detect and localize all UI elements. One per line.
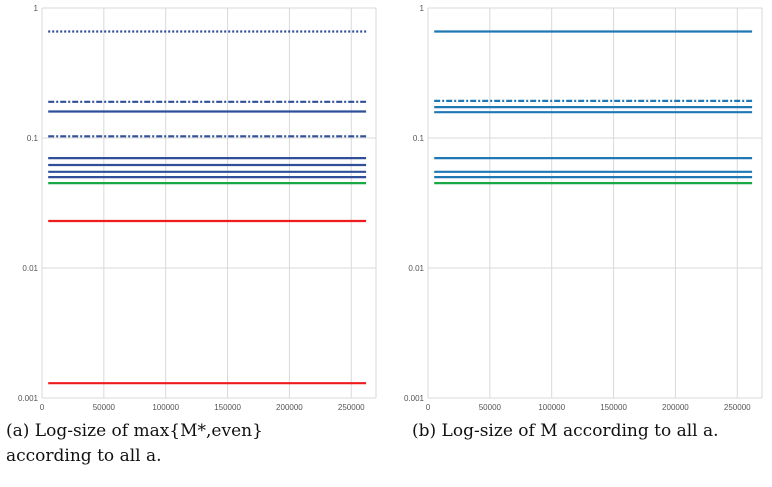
x-tick-label: 100000 bbox=[152, 403, 179, 412]
y-tick-label: 1 bbox=[420, 4, 425, 13]
y-tick-label: 0.01 bbox=[22, 264, 38, 273]
chart-a: 0 50000 100000 150000 200000 250000 0.001 0.01 0… bbox=[18, 4, 377, 412]
caption-a-text: (a) Log-size of max{M*,even} according t… bbox=[6, 421, 263, 466]
y-tick-label: 0.001 bbox=[404, 394, 425, 403]
x-tick-label: 100000 bbox=[538, 403, 565, 412]
x-tick-label: 50000 bbox=[93, 403, 116, 412]
y-tick-label: 0.1 bbox=[413, 134, 425, 143]
x-tick-label: 150000 bbox=[600, 403, 627, 412]
y-tick-label: 0.01 bbox=[408, 264, 424, 273]
x-tick-label: 150000 bbox=[214, 403, 241, 412]
caption-a: (a) Log-size of max{M*,even} according t… bbox=[6, 419, 346, 469]
x-tick-label: 50000 bbox=[479, 403, 502, 412]
chart-b: 0 50000 100000 150000 200000 250000 0.001 0.01 0… bbox=[404, 4, 763, 412]
x-tick-label: 0 bbox=[426, 403, 431, 412]
y-tick-label: 1 bbox=[34, 4, 39, 13]
x-tick-label: 0 bbox=[40, 403, 45, 412]
x-tick-label: 200000 bbox=[662, 403, 689, 412]
x-tick-label: 250000 bbox=[338, 403, 365, 412]
caption-b: (b) Log-size of M according to all a. bbox=[412, 419, 772, 444]
caption-b-text: (b) Log-size of M according to all a. bbox=[412, 421, 719, 441]
y-tick-label: 0.1 bbox=[27, 134, 39, 143]
y-tick-label: 0.001 bbox=[18, 394, 39, 403]
x-tick-label: 200000 bbox=[276, 403, 303, 412]
x-tick-label: 250000 bbox=[724, 403, 751, 412]
